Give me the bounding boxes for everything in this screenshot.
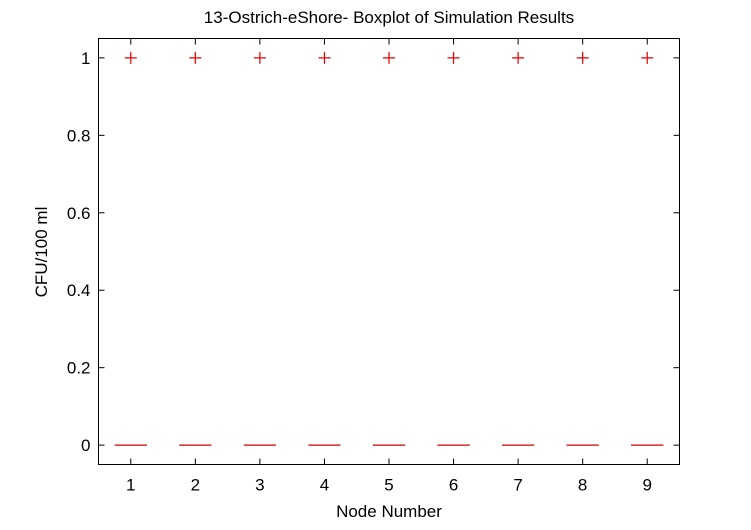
outlier-marker xyxy=(189,51,202,64)
outlier-marker xyxy=(124,51,137,64)
y-tick-label: 1 xyxy=(81,49,90,68)
chart-title: 13-Ostrich-eShore- Boxplot of Simulation… xyxy=(204,8,574,27)
y-tick-label: 0.6 xyxy=(67,204,91,223)
y-tick-label: 0 xyxy=(81,436,90,455)
y-tick-label: 0.4 xyxy=(67,281,91,300)
x-tick-label: 8 xyxy=(578,476,587,495)
x-tick-label: 3 xyxy=(255,476,264,495)
y-axis-label: CFU/100 ml xyxy=(32,207,51,298)
outlier-marker xyxy=(576,51,589,64)
outlier-marker xyxy=(447,51,460,64)
x-tick-label: 1 xyxy=(126,476,135,495)
y-tick-label: 0.2 xyxy=(67,359,91,378)
outlier-marker xyxy=(253,51,266,64)
x-tick-label: 9 xyxy=(642,476,651,495)
x-tick-label: 5 xyxy=(384,476,393,495)
outlier-marker xyxy=(318,51,331,64)
x-tick-label: 4 xyxy=(320,476,329,495)
y-tick-label: 0.8 xyxy=(67,126,91,145)
x-tick-label: 7 xyxy=(513,476,522,495)
plot-area-frame xyxy=(98,38,680,465)
x-tick-label: 6 xyxy=(449,476,458,495)
outlier-marker xyxy=(383,51,395,64)
outlier-marker xyxy=(512,51,525,64)
x-tick-label: 2 xyxy=(191,476,200,495)
x-axis-label: Node Number xyxy=(336,502,442,521)
outlier-marker xyxy=(641,51,654,64)
